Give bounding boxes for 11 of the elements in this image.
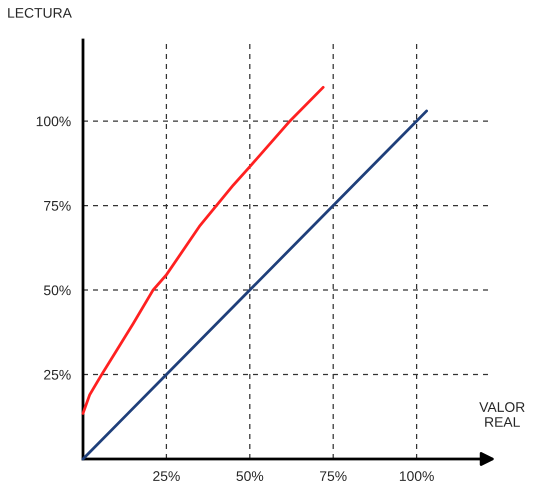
y-tick-label: 25%	[44, 370, 71, 380]
y-tick-label: 75%	[44, 200, 71, 211]
y-tick-label: 50%	[44, 285, 71, 296]
x-tick-label: 75%	[320, 471, 347, 482]
x-axis-title: VALOR REAL	[479, 402, 525, 427]
y-axis-title: LECTURA	[8, 8, 72, 18]
line-series	[82, 86, 325, 415]
x-tick-label: 50%	[236, 471, 264, 482]
x-tick-label: 100%	[400, 471, 434, 482]
y-tick-label: 100%	[36, 116, 71, 126]
x-tick-label: 25%	[153, 471, 180, 482]
